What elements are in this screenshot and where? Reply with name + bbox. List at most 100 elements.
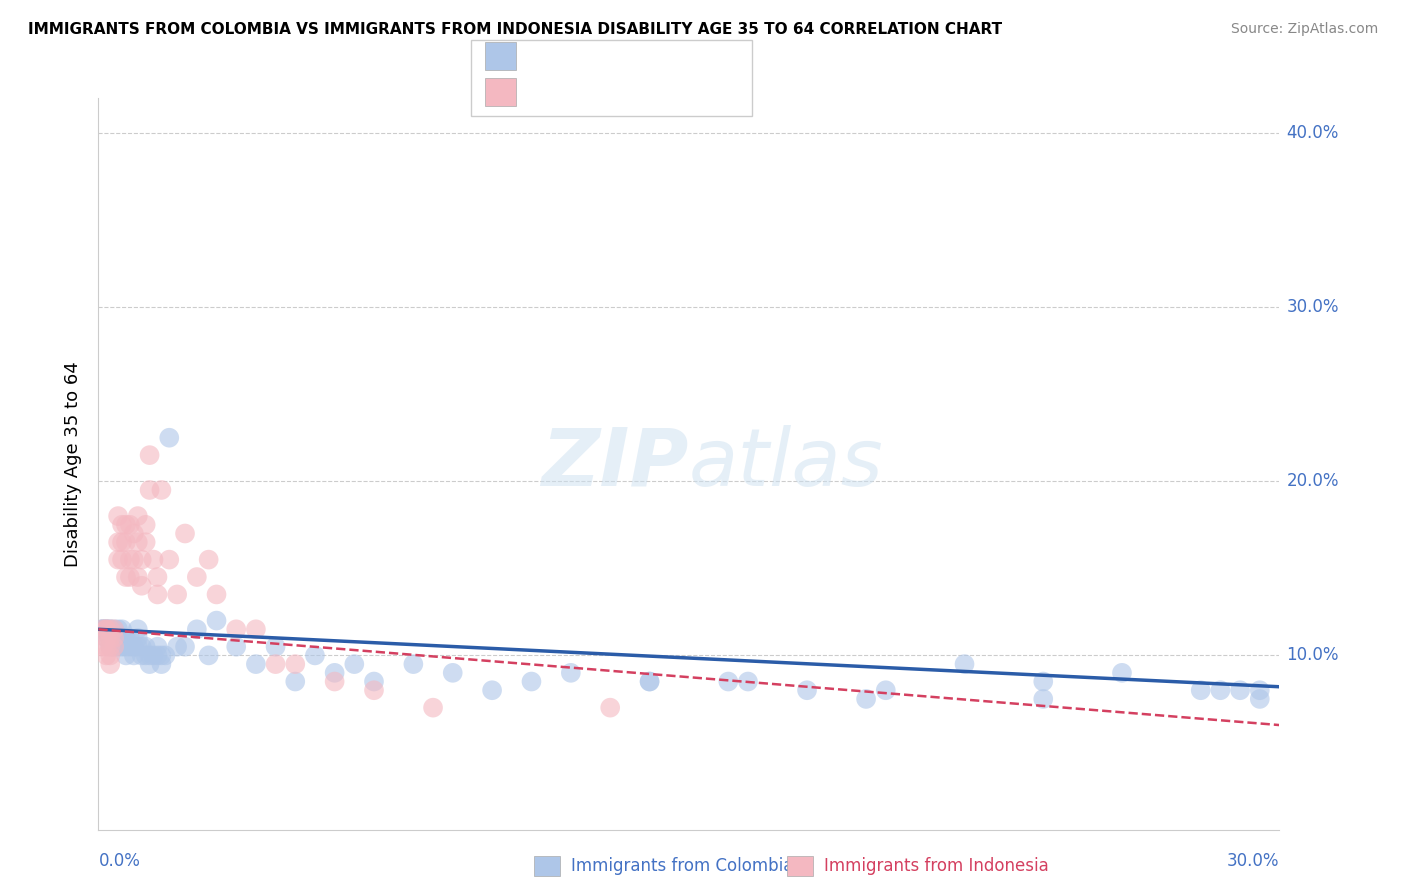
Text: 77: 77 xyxy=(658,47,682,65)
Point xyxy=(205,587,228,601)
Point xyxy=(146,640,169,654)
Point xyxy=(135,640,157,654)
Point xyxy=(150,483,173,497)
Point xyxy=(91,640,114,654)
Point xyxy=(103,640,125,654)
Point xyxy=(107,552,129,566)
Point xyxy=(98,622,121,636)
Text: 56: 56 xyxy=(658,83,681,101)
Point xyxy=(599,700,621,714)
Point xyxy=(520,674,543,689)
Point xyxy=(138,648,160,663)
Point xyxy=(1249,692,1271,706)
Point xyxy=(1209,683,1232,698)
Point xyxy=(138,448,160,462)
Point xyxy=(146,587,169,601)
Point xyxy=(118,640,141,654)
Text: N =: N = xyxy=(620,47,668,65)
Point xyxy=(91,622,114,636)
Point xyxy=(323,674,346,689)
Point xyxy=(98,622,121,636)
Point xyxy=(131,552,153,566)
Point xyxy=(107,622,129,636)
Point xyxy=(138,483,160,497)
Point xyxy=(115,631,138,645)
Text: -0.103: -0.103 xyxy=(555,47,614,65)
Point xyxy=(150,648,173,663)
Point xyxy=(284,657,307,672)
Point xyxy=(875,683,897,698)
Point xyxy=(953,657,976,672)
Point xyxy=(1189,683,1212,698)
Point xyxy=(142,648,165,663)
Point xyxy=(131,648,153,663)
Point xyxy=(107,631,129,645)
Point xyxy=(157,431,180,445)
Point xyxy=(96,622,118,636)
Point xyxy=(111,631,134,645)
Point xyxy=(91,622,114,636)
Point xyxy=(166,587,188,601)
Point xyxy=(115,535,138,549)
Point xyxy=(638,674,661,689)
Point xyxy=(127,509,149,524)
Point xyxy=(264,640,287,654)
Point xyxy=(135,648,157,663)
Point xyxy=(103,622,125,636)
Point xyxy=(245,622,267,636)
Point xyxy=(111,535,134,549)
Point xyxy=(363,674,385,689)
Point xyxy=(98,631,121,645)
Point xyxy=(131,579,153,593)
Text: ZIP: ZIP xyxy=(541,425,689,503)
Point xyxy=(146,648,169,663)
Point xyxy=(103,631,125,645)
Point xyxy=(142,552,165,566)
Point xyxy=(96,631,118,645)
Point xyxy=(118,631,141,645)
Point xyxy=(157,552,180,566)
Point xyxy=(855,692,877,706)
Point xyxy=(98,657,121,672)
Point xyxy=(91,622,114,636)
Point xyxy=(197,648,219,663)
Point xyxy=(107,509,129,524)
Point xyxy=(115,517,138,532)
Point xyxy=(127,535,149,549)
Point xyxy=(717,674,740,689)
Point xyxy=(107,535,129,549)
Point xyxy=(131,640,153,654)
Point xyxy=(127,640,149,654)
Point xyxy=(98,640,121,654)
Y-axis label: Disability Age 35 to 64: Disability Age 35 to 64 xyxy=(65,361,83,566)
Point xyxy=(638,674,661,689)
Text: 10.0%: 10.0% xyxy=(1286,647,1339,665)
Text: 30.0%: 30.0% xyxy=(1286,298,1339,316)
Point xyxy=(115,648,138,663)
Text: 0.0%: 0.0% xyxy=(98,852,141,870)
Text: Immigrants from Indonesia: Immigrants from Indonesia xyxy=(824,857,1049,875)
Point xyxy=(304,648,326,663)
Point xyxy=(127,622,149,636)
Point xyxy=(1032,674,1054,689)
Point xyxy=(118,517,141,532)
Point xyxy=(103,622,125,636)
Point xyxy=(796,683,818,698)
Point xyxy=(122,552,145,566)
Point xyxy=(98,648,121,663)
Text: Source: ZipAtlas.com: Source: ZipAtlas.com xyxy=(1230,22,1378,37)
Point xyxy=(96,622,118,636)
Text: Immigrants from Colombia: Immigrants from Colombia xyxy=(571,857,793,875)
Point xyxy=(402,657,425,672)
Point xyxy=(103,640,125,654)
Point xyxy=(138,657,160,672)
Point xyxy=(155,648,177,663)
Text: N =: N = xyxy=(620,83,668,101)
Point xyxy=(737,674,759,689)
Point xyxy=(96,631,118,645)
Point xyxy=(560,665,582,680)
Point xyxy=(98,640,121,654)
Point xyxy=(91,622,114,636)
Point xyxy=(174,640,197,654)
Point xyxy=(111,517,134,532)
